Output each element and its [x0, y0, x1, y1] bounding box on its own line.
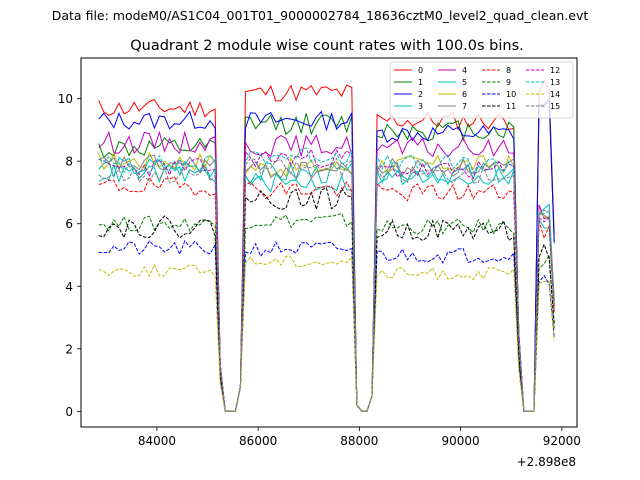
y-tick-label: 0	[65, 405, 73, 419]
x-tick-label: 92000	[543, 434, 581, 448]
x-axis: 84000 86000 88000 90000 92000	[138, 427, 581, 448]
y-tick-label: 10	[58, 92, 73, 106]
plot-frame	[80, 57, 578, 428]
series-line-9	[98, 212, 555, 412]
plot-lines	[98, 79, 555, 412]
series-line-3	[98, 156, 555, 412]
series-line-4	[98, 130, 555, 412]
legend-label-1: 1	[418, 78, 423, 87]
series-line-8	[98, 176, 555, 412]
series-line-2	[98, 98, 555, 412]
series-line-12	[98, 148, 555, 412]
series-line-11	[98, 187, 555, 412]
y-tick-label: 4	[65, 280, 73, 294]
legend-label-13: 13	[550, 78, 560, 87]
series-line-13	[98, 147, 555, 412]
legend-label-9: 9	[506, 78, 511, 87]
series-line-1	[98, 96, 555, 412]
series-line-14	[98, 255, 555, 412]
legend-label-15: 15	[550, 102, 560, 111]
legend-label-14: 14	[550, 90, 560, 99]
y-tick-label: 2	[65, 342, 73, 356]
legend-label-5: 5	[462, 78, 467, 87]
x-tick-label: 84000	[138, 434, 176, 448]
y-axis: 0 2 4 6 8 10	[58, 92, 81, 419]
y-tick-label: 8	[65, 155, 73, 169]
legend-label-8: 8	[506, 66, 511, 75]
chart-title: Quadrant 2 module wise count rates with …	[130, 38, 524, 54]
legend-label-6: 6	[462, 90, 467, 99]
series-line-15	[98, 157, 555, 412]
legend-label-2: 2	[418, 90, 423, 99]
legend-label-0: 0	[418, 66, 423, 75]
legend-label-10: 10	[506, 90, 516, 99]
legend-label-12: 12	[550, 66, 560, 75]
legend-box	[389, 61, 574, 119]
legend-label-11: 11	[506, 102, 516, 111]
x-tick-label: 86000	[239, 434, 277, 448]
chart-suptitle: Data file: modeM0/AS1C04_001T01_90000027…	[52, 8, 589, 23]
legend-label-3: 3	[418, 102, 423, 111]
x-tick-label: 88000	[340, 434, 378, 448]
series-line-5	[98, 163, 555, 412]
legend-label-4: 4	[462, 66, 467, 75]
x-tick-label: 90000	[441, 434, 479, 448]
legend-label-7: 7	[462, 102, 467, 111]
series-line-10	[98, 240, 555, 412]
x-axis-offset-label: +2.898e8	[517, 455, 576, 469]
y-tick-label: 6	[65, 217, 73, 231]
